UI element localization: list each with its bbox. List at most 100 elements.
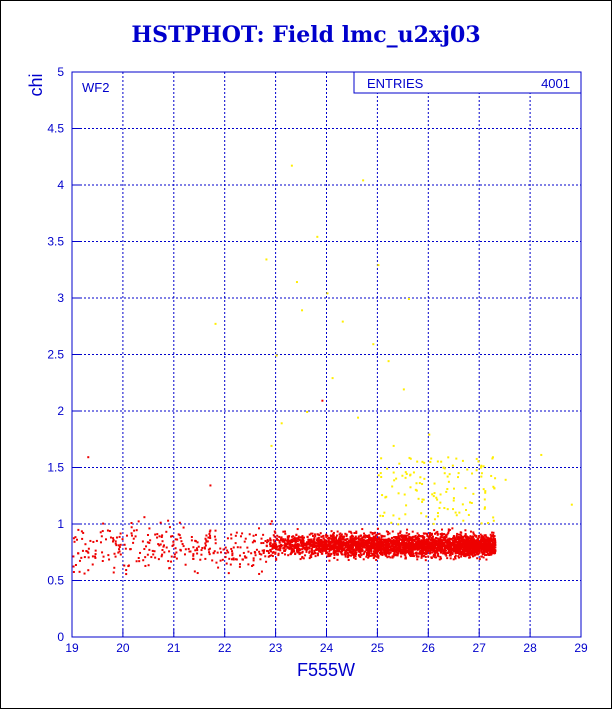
data-point: [440, 535, 443, 538]
data-point: [474, 548, 477, 551]
data-point: [327, 543, 330, 546]
data-point: [184, 563, 187, 566]
data-point: [457, 555, 460, 558]
data-point: [440, 549, 443, 552]
data-point: [374, 547, 377, 550]
data-point: [485, 535, 488, 538]
data-point: [408, 533, 411, 536]
data-point: [291, 543, 294, 546]
data-point: [405, 534, 408, 537]
data-point: [458, 548, 461, 551]
data-point: [286, 545, 289, 548]
data-point: [345, 550, 348, 553]
data-point: [459, 546, 462, 549]
data-point: [386, 548, 389, 551]
data-point: [313, 536, 316, 539]
data-point: [95, 539, 98, 542]
outlier-point: [405, 472, 408, 475]
data-point: [195, 547, 198, 550]
data-point: [382, 535, 385, 538]
data-point: [406, 545, 409, 548]
data-point: [385, 530, 388, 533]
data-point: [422, 545, 425, 548]
data-point: [258, 550, 261, 553]
data-point: [364, 550, 367, 553]
y-tick-label: 1.5: [47, 461, 64, 475]
data-point: [446, 543, 449, 546]
data-point: [469, 538, 472, 541]
outlier-point: [433, 482, 436, 485]
data-point: [449, 541, 452, 544]
data-point: [474, 551, 477, 554]
data-point: [385, 540, 388, 543]
data-point: [411, 554, 414, 557]
data-point: [480, 546, 483, 549]
outlier-point: [436, 498, 439, 501]
data-point: [284, 543, 287, 546]
data-point: [76, 538, 79, 541]
data-point: [377, 555, 380, 558]
data-point: [411, 536, 414, 539]
data-point: [312, 542, 315, 545]
data-point: [108, 558, 111, 561]
data-point: [412, 548, 415, 551]
outlier-point: [482, 488, 485, 491]
data-point: [208, 530, 211, 533]
data-point: [463, 546, 466, 549]
data-point: [190, 535, 193, 538]
data-point: [369, 546, 372, 549]
data-point: [401, 548, 404, 551]
data-point: [231, 552, 234, 555]
outlier-point: [409, 457, 412, 460]
data-point: [367, 553, 370, 556]
data-point: [334, 545, 337, 548]
data-point: [226, 537, 229, 540]
data-point: [146, 533, 149, 536]
data-point: [200, 553, 203, 556]
data-point: [111, 540, 114, 543]
data-point: [407, 542, 410, 545]
data-point: [201, 546, 204, 549]
outlier-point: [379, 472, 382, 475]
data-point: [427, 555, 430, 558]
data-point: [335, 534, 338, 537]
data-point: [378, 532, 381, 535]
data-point: [302, 536, 305, 539]
data-point: [437, 552, 440, 555]
data-point: [480, 555, 483, 558]
data-point: [364, 536, 367, 539]
data-point: [432, 553, 435, 556]
data-point: [480, 538, 483, 541]
data-point: [471, 553, 474, 556]
data-point: [346, 556, 349, 559]
x-axis-label: F555W: [297, 660, 355, 680]
data-point: [389, 541, 392, 544]
data-point: [288, 535, 291, 538]
data-point: [416, 546, 419, 549]
data-point: [420, 553, 423, 556]
data-point: [438, 543, 441, 546]
data-point: [430, 544, 433, 547]
data-point: [289, 544, 292, 547]
data-point: [311, 546, 314, 549]
data-point: [284, 538, 287, 541]
data-point: [476, 546, 479, 549]
data-point: [359, 545, 362, 548]
data-point: [152, 553, 155, 556]
data-point: [172, 543, 175, 546]
data-point: [228, 557, 231, 560]
data-point: [445, 539, 448, 542]
data-point: [338, 537, 341, 540]
data-point: [342, 548, 345, 551]
data-point: [408, 548, 411, 551]
data-point: [466, 540, 469, 543]
data-point: [294, 552, 297, 555]
data-point: [261, 549, 264, 552]
data-point: [343, 553, 346, 556]
data-point: [330, 553, 333, 556]
y-tick-label: 1: [57, 517, 64, 531]
data-point: [457, 542, 460, 545]
data-point: [362, 538, 365, 541]
data-point: [421, 534, 424, 537]
data-point: [299, 548, 302, 551]
